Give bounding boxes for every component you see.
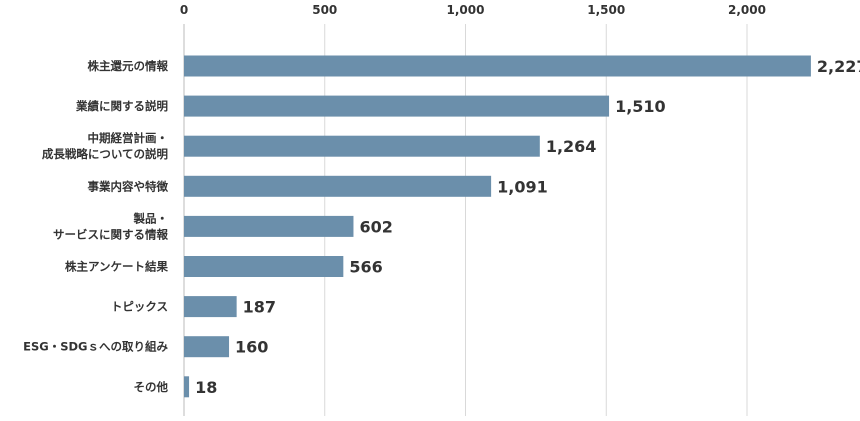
data-label: 187 [243, 298, 276, 317]
bar [184, 336, 230, 358]
x-tick-label: 2,000 [728, 3, 766, 17]
data-label: 160 [235, 338, 268, 357]
bar [184, 296, 237, 318]
value-labels: 2,227 1,510 1,264 1,091 602 566 187 160 18 [195, 57, 860, 397]
data-label: 1,264 [546, 137, 597, 156]
data-label: 1,510 [615, 97, 666, 116]
category-label: 株主還元の情報 [88, 59, 169, 73]
x-axis-ticks: 0 500 1,000 1,500 2,000 [180, 3, 766, 17]
x-tick-label: 500 [312, 3, 337, 17]
category-label: 業績に関する説明 [75, 99, 168, 113]
bar [184, 175, 492, 197]
category-label: 事業内容や特徴 [88, 179, 169, 193]
category-labels: 株主還元の情報業績に関する説明中期経営計画・成長戦略についての説明事業内容や特徴… [23, 59, 168, 394]
category-label: 中期経営計画・成長戦略についての説明 [42, 131, 168, 161]
category-label: ESG・SDGｓへの取り組み [23, 340, 168, 354]
category-label: その他 [134, 380, 169, 394]
data-label: 2,227 [817, 57, 860, 76]
bar [184, 95, 610, 117]
bar [184, 256, 344, 277]
bar [184, 215, 354, 237]
bar [184, 376, 190, 398]
x-tick-label: 0 [180, 3, 188, 17]
category-label: トピックス [111, 300, 168, 314]
bars [184, 55, 811, 398]
x-tick-label: 1,000 [447, 3, 485, 17]
data-label: 1,091 [497, 177, 548, 196]
data-label: 18 [195, 378, 217, 397]
data-label: 566 [349, 258, 382, 277]
x-tick-label: 1,500 [587, 3, 625, 17]
category-label: 製品・サービスに関する情報 [53, 211, 168, 241]
bar [184, 135, 540, 157]
category-label: 株主アンケート結果 [65, 260, 169, 274]
data-label: 602 [359, 217, 392, 236]
bar [184, 55, 811, 77]
